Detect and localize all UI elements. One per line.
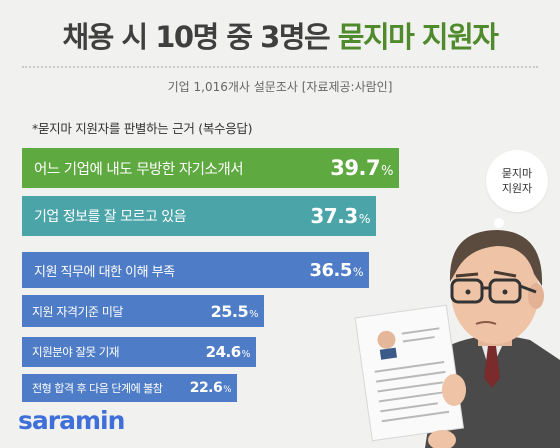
bar-label-5: 지원분야 잘못 기재 xyxy=(32,345,119,359)
ear xyxy=(528,283,544,309)
bar-value-number-6: 22.6 xyxy=(189,380,223,396)
chart-note: *묻지마 지원자를 판별하는 근거 (복수응답) xyxy=(32,121,253,136)
bubble-line-1: 묻지마 xyxy=(501,167,533,180)
head xyxy=(451,240,539,344)
saramin-logo: saramin xyxy=(18,406,125,435)
bar-value-unit-6: % xyxy=(223,385,231,395)
hand xyxy=(442,374,466,406)
thought-dot-large xyxy=(494,218,504,228)
glasses-left-lens xyxy=(450,278,484,304)
bar-6: 전형 합격 후 다음 단계에 불참 22.6% xyxy=(22,374,237,402)
bar-value-number-3: 36.5 xyxy=(309,259,352,281)
title-prefix: 채용 시 10명 중 3명은 xyxy=(62,20,331,54)
bar-2: 기업 정보를 잘 모르고 있음 37.3% xyxy=(22,196,376,236)
bar-5: 지원분야 잘못 기재 24.6% xyxy=(22,337,256,367)
bar-value-number-1: 39.7 xyxy=(330,156,381,180)
bar-value-unit-2: % xyxy=(358,211,371,226)
resume-paper xyxy=(354,304,465,442)
bar-label-6: 전형 합격 후 다음 단계에 불참 xyxy=(32,382,163,395)
bar-value-unit-5: % xyxy=(241,349,251,360)
bar-label-1: 어느 기업에 내도 무방한 자기소개서 xyxy=(34,161,244,178)
page-title: 채용 시 10명 중 3명은 묻지마 지원자 xyxy=(0,14,560,56)
bar-value-5: 24.6% xyxy=(205,343,251,361)
tie xyxy=(484,346,500,388)
bar-value-number-2: 37.3 xyxy=(310,204,358,228)
mouth xyxy=(475,321,497,325)
bar-value-number-4: 25.5 xyxy=(210,301,249,321)
bar-value-unit-4: % xyxy=(249,308,258,320)
glasses-right-lens xyxy=(488,278,522,304)
bar-label-4: 지원 자격기준 미달 xyxy=(32,304,123,319)
title-divider xyxy=(22,66,538,68)
bar-label-3: 지원 직무에 대한 이해 부족 xyxy=(34,264,175,280)
bar-value-2: 37.3% xyxy=(310,204,370,228)
bar-1: 어느 기업에 내도 무방한 자기소개서 39.7% xyxy=(22,148,399,188)
bar-value-unit-1: % xyxy=(381,164,393,179)
bar-value-unit-3: % xyxy=(352,265,364,279)
bar-value-4: 25.5% xyxy=(210,301,259,321)
bar-label-2: 기업 정보를 잘 모르고 있음 xyxy=(34,209,186,225)
survey-subtitle: 기업 1,016개사 설문조사 [자료제공:사람인] xyxy=(167,80,393,94)
bubble-line-2: 지원자 xyxy=(501,182,533,195)
bar-value-3: 36.5% xyxy=(309,260,363,281)
bar-value-1: 39.7% xyxy=(330,156,393,180)
man-reading-resume-illustration xyxy=(354,230,560,448)
bar-3: 지원 직무에 대한 이해 부족 36.5% xyxy=(22,252,369,288)
bar-value-6: 22.6% xyxy=(189,380,232,396)
bar-value-number-5: 24.6 xyxy=(205,343,242,361)
bar-4: 지원 자격기준 미달 25.5% xyxy=(22,295,264,327)
title-highlight: 묻지마 지원자 xyxy=(337,20,499,54)
hair xyxy=(449,230,543,286)
